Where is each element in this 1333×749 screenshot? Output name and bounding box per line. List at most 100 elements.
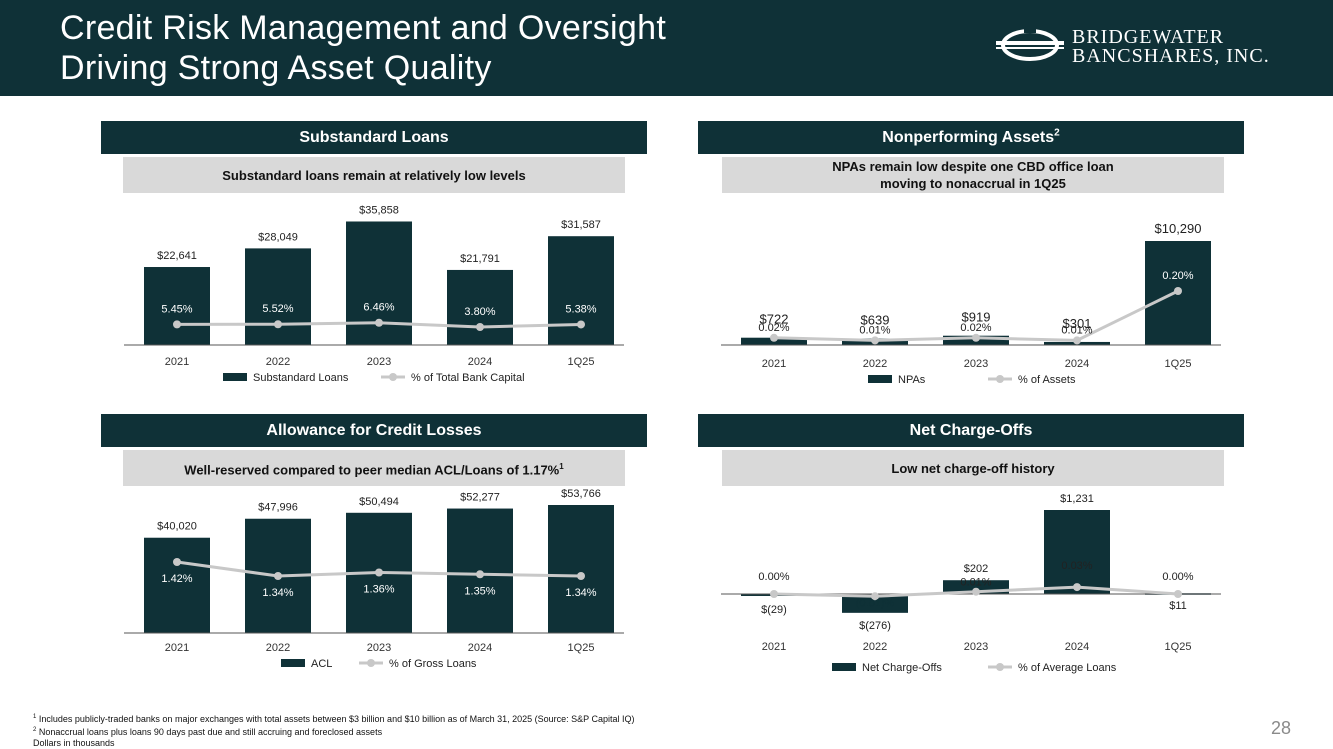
substandard-line-point <box>375 318 383 327</box>
substandard-bar <box>245 248 311 345</box>
substandard-loans-title: Substandard Loans <box>299 129 449 146</box>
substandard-loans-subtitle-band: Substandard loans remain at relatively l… <box>123 157 625 193</box>
npa-tick-label: 2022 <box>863 358 887 370</box>
net-charge-offs-subtitle: Low net charge-off history <box>891 460 1055 476</box>
acl-bar-label: $50,494 <box>359 496 399 508</box>
nonperforming-assets-subtitle-line-1: NPAs remain low despite one CBD office l… <box>832 159 1114 174</box>
nco-legend-line-label: % of Average Loans <box>1018 662 1117 674</box>
npa-tick-label: 2021 <box>762 358 786 370</box>
substandard-tick-label: 1Q25 <box>568 356 595 368</box>
substandard-line-point <box>274 320 282 329</box>
npa-bar-label: $919 <box>962 310 991 325</box>
allowance-credit-losses-header: Allowance for Credit Losses <box>101 414 647 447</box>
acl-bar <box>144 537 210 633</box>
acl-legend-bar-label: ACL <box>311 658 332 670</box>
slide-header: Credit Risk Management and Oversight Dri… <box>0 0 1333 96</box>
nco-line-label: 0.01% <box>960 577 991 589</box>
nco-line-label: (0.01)% <box>856 597 895 609</box>
acl-tick-label: 2021 <box>165 642 189 654</box>
npa-tick-label: 1Q25 <box>1165 358 1192 370</box>
nco-line-point <box>1073 583 1081 592</box>
npa-bar-label: $301 <box>1063 316 1092 331</box>
substandard-loans-subtitle: Substandard loans remain at relatively l… <box>222 167 526 183</box>
acl-line-point <box>375 568 383 577</box>
substandard-legend: Substandard Loans % of Total Bank Capital <box>223 372 525 384</box>
net-charge-offs-title: Net Charge-Offs <box>909 422 1033 439</box>
acl-legend-bar-swatch <box>281 659 305 667</box>
nonperforming-assets-subtitle-line-2: moving to nonaccrual in 1Q25 <box>880 176 1066 191</box>
nco-legend-bar-swatch <box>832 663 856 671</box>
net-charge-offs-subtitle-band: Low net charge-off history <box>722 450 1224 486</box>
substandard-line-label: 5.38% <box>565 303 596 315</box>
nco-bar-label: $11 <box>1169 600 1187 612</box>
substandard-legend-bar-label: Substandard Loans <box>253 372 349 384</box>
allowance-credit-losses-chart: $40,020 2021 $47,996 2022 $50,494 2023 $52,277… <box>124 488 624 670</box>
nonperforming-assets-chart: $722 2021 $639 2022 $919 2023 $301 2024 $10,290 1… <box>721 221 1221 386</box>
substandard-bar-label: $35,858 <box>359 204 399 216</box>
acl-line-label: 1.35% <box>464 585 495 597</box>
npa-line-point <box>1073 336 1081 345</box>
acl-line-label: 1.34% <box>565 587 596 599</box>
acl-line-point <box>173 558 181 566</box>
nco-bar <box>842 594 908 613</box>
substandard-line-label: 3.80% <box>464 306 495 318</box>
acl-footnote-mark: 1 <box>559 461 564 471</box>
acl-line-point <box>476 570 484 579</box>
allowance-credit-losses-title: Allowance for Credit Losses <box>266 422 482 439</box>
substandard-legend-bar-swatch <box>223 373 247 381</box>
nonperforming-assets-subtitle-band: NPAs remain low despite one CBD office l… <box>722 157 1224 193</box>
acl-tick-label: 2023 <box>367 642 391 654</box>
acl-line-point <box>577 572 585 580</box>
nco-line-point <box>770 590 778 598</box>
acl-legend-line-label: % of Gross Loans <box>389 658 477 670</box>
npa-legend-bar-swatch <box>868 375 892 383</box>
nonperforming-assets-footnote-mark: 2 <box>1054 127 1060 139</box>
substandard-line-label: 5.52% <box>262 303 293 315</box>
footnote-2: 2 Nonaccrual loans plus loans 90 days pa… <box>33 727 383 737</box>
acl-line-label: 1.36% <box>363 584 394 596</box>
nco-line-label: 0.00% <box>1162 571 1193 583</box>
substandard-bar-label: $21,791 <box>460 253 500 265</box>
nonperforming-assets-title: Nonperforming Assets <box>882 129 1055 146</box>
npa-line-label: 0.02% <box>960 322 991 334</box>
nco-bar-label: $1,231 <box>1060 493 1094 505</box>
npa-tick-label: 2023 <box>964 358 988 370</box>
nco-legend-bar-label: Net Charge-Offs <box>862 662 942 674</box>
acl-bar-label: $53,766 <box>561 488 601 500</box>
acl-bars <box>144 505 614 633</box>
npa-line-point <box>972 333 980 342</box>
substandard-legend-line-marker <box>389 373 397 381</box>
substandard-bars <box>144 221 614 345</box>
slide-title-line-2: Driving Strong Asset Quality <box>60 49 492 87</box>
substandard-line-point <box>577 320 585 329</box>
substandard-line-point <box>173 320 181 329</box>
acl-bar <box>548 505 614 633</box>
nco-tick-label: 2021 <box>762 641 786 653</box>
npa-bar-label: $10,290 <box>1155 221 1202 236</box>
nco-tick-label: 2022 <box>863 641 887 653</box>
logo-emblem-icon <box>996 29 1064 61</box>
substandard-line-point <box>476 323 484 331</box>
footnote-1: 1 Includes publicly-traded banks on majo… <box>33 714 635 724</box>
npa-legend-line-marker <box>996 375 1004 383</box>
nco-tick-label: 2024 <box>1065 641 1089 653</box>
npa-bar-label: $722 <box>760 312 789 327</box>
acl-legend: ACL % of Gross Loans <box>281 658 477 670</box>
substandard-line-label: 5.45% <box>161 303 192 315</box>
footnotes: 1 Includes publicly-traded banks on majo… <box>33 712 635 749</box>
net-charge-offs-chart: $(29) 2021 $(276) 2022 $202 2023 $1,231 2024 $11… <box>721 493 1221 674</box>
substandard-loans-header: Substandard Loans <box>101 121 647 154</box>
npa-line-point <box>871 336 879 345</box>
nco-line-point <box>1174 590 1182 598</box>
substandard-bar <box>548 236 614 345</box>
acl-bar-label: $40,020 <box>157 521 197 533</box>
npa-legend: NPAs % of Assets <box>868 374 1076 386</box>
npa-line-label: 0.20% <box>1162 270 1193 282</box>
substandard-loans-chart: $22,641 2021 $28,049 2022 $35,858 2023 $21,791… <box>124 204 624 384</box>
acl-legend-line-marker <box>367 659 375 667</box>
nco-bar-label: $(276) <box>859 620 891 632</box>
acl-line-point <box>274 572 282 580</box>
npa-legend-line-label: % of Assets <box>1018 374 1076 386</box>
substandard-tick-label: 2021 <box>165 356 189 368</box>
allowance-credit-losses-subtitle: Well-reserved compared to peer median AC… <box>184 461 564 478</box>
